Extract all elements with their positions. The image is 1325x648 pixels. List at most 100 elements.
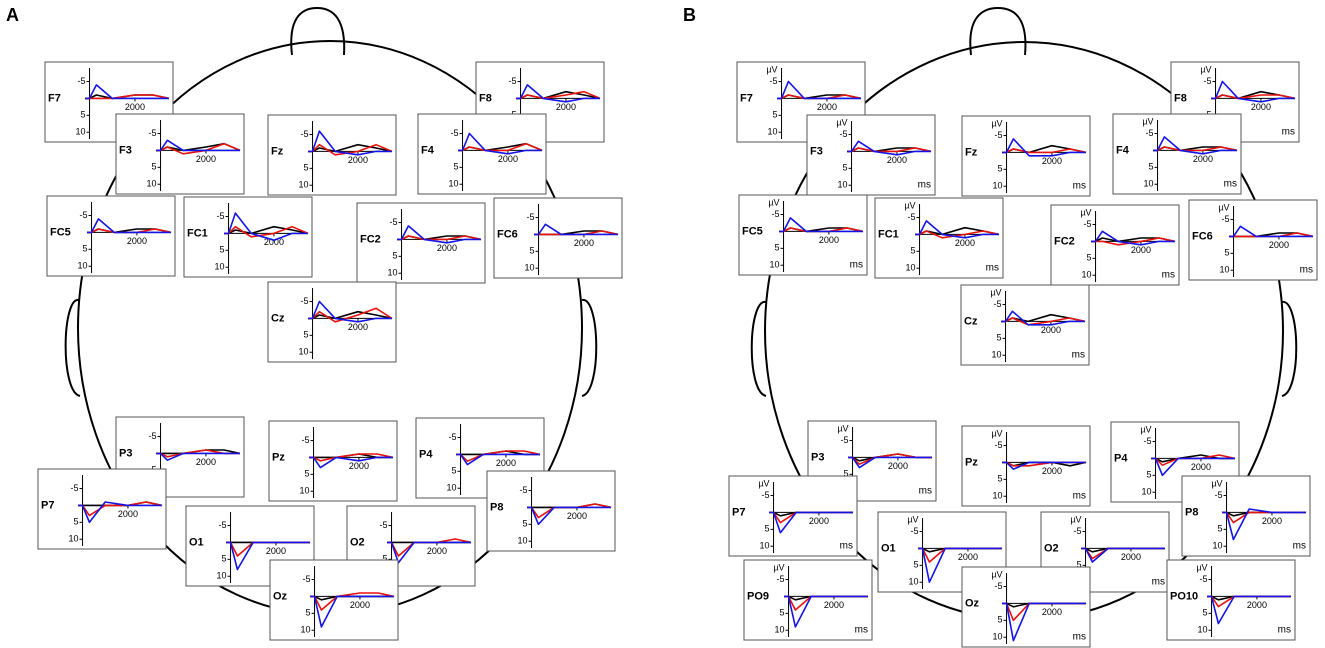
y-tick-label: -5 bbox=[1215, 490, 1223, 500]
y-tick-label: 10 bbox=[993, 181, 1003, 191]
plot-frame bbox=[267, 281, 397, 363]
x-tick-label: 2000 bbox=[887, 155, 907, 165]
x-tick-label: 2000 bbox=[809, 516, 829, 526]
y-axis-label: µV bbox=[1218, 202, 1229, 212]
y-tick-label: -5 bbox=[149, 128, 157, 138]
x-axis-label: ms bbox=[1300, 265, 1313, 276]
erp-plot: -5 5 10 2000 Cz bbox=[267, 281, 397, 363]
x-tick-label: 2000 bbox=[348, 322, 368, 332]
y-tick-label: 10 bbox=[69, 534, 79, 544]
nose bbox=[290, 6, 346, 56]
y-tick-label: 5 bbox=[523, 519, 528, 529]
y-axis-label: µV bbox=[1211, 478, 1222, 488]
electrode-label: Pz bbox=[965, 456, 978, 468]
y-tick-label: -5 bbox=[449, 432, 457, 442]
electrode-label: FC1 bbox=[187, 227, 208, 239]
y-tick-label: 5 bbox=[1087, 253, 1092, 263]
y-tick-label: 10 bbox=[770, 260, 780, 270]
y-tick-label: 5 bbox=[81, 110, 86, 120]
electrode-label: F7 bbox=[740, 92, 753, 104]
erp-plot: -5 5 10 2000 Fz µV ms bbox=[961, 115, 1091, 197]
x-tick-label: 2000 bbox=[350, 600, 370, 610]
erp-plot: -5 5 10 2000 FC6 bbox=[493, 197, 623, 279]
y-tick-label: -5 bbox=[301, 296, 309, 306]
electrode-label: Cz bbox=[271, 312, 285, 324]
y-tick-label: 5 bbox=[1225, 248, 1230, 258]
y-tick-label: 5 bbox=[220, 245, 225, 255]
plot-frame bbox=[960, 284, 1090, 366]
x-tick-label: 2000 bbox=[567, 511, 587, 521]
x-axis-label: ms bbox=[1152, 577, 1165, 588]
y-tick-label: 10 bbox=[768, 127, 778, 137]
y-axis-label: µV bbox=[991, 569, 1002, 579]
y-tick-label: -5 bbox=[1084, 219, 1092, 229]
waveform bbox=[1222, 508, 1306, 541]
erp-plot: -5 5 10 2000 FC5 µV ms bbox=[738, 194, 868, 276]
y-tick-label: -5 bbox=[1222, 214, 1230, 224]
electrode-label: F3 bbox=[810, 145, 823, 157]
erp-plot: -5 5 10 2000 O1 bbox=[185, 505, 315, 587]
y-tick-label: -5 bbox=[302, 435, 310, 445]
y-tick-label: 5 bbox=[998, 615, 1003, 625]
electrode-label: PO9 bbox=[747, 590, 769, 602]
x-tick-label: 2000 bbox=[1262, 516, 1282, 526]
x-tick-label: 2000 bbox=[125, 102, 145, 112]
electrode-label: Cz bbox=[964, 315, 978, 327]
electrode-label: P4 bbox=[1114, 452, 1128, 464]
y-tick-label: -5 bbox=[219, 520, 227, 530]
erp-plot: -5 5 10 2000 P8 µV ms bbox=[1181, 475, 1311, 557]
y-tick-label: 5 bbox=[304, 163, 309, 173]
x-tick-label: 2000 bbox=[1041, 325, 1061, 335]
erp-plot: -5 5 10 2000 P7 bbox=[37, 468, 167, 550]
erp-plot: -5 5 10 2000 P8 bbox=[486, 470, 616, 552]
y-tick-label: 10 bbox=[215, 262, 225, 272]
y-tick-label: 5 bbox=[1149, 162, 1154, 172]
erp-plot: -5 5 10 2000 Oz µV ms bbox=[961, 566, 1091, 648]
y-tick-label: 5 bbox=[383, 554, 388, 564]
y-tick-label: 10 bbox=[993, 632, 1003, 642]
y-axis-label: µV bbox=[990, 287, 1001, 297]
y-tick-label: 10 bbox=[1220, 265, 1230, 275]
erp-plot: -5 5 10 2000 Oz bbox=[269, 559, 399, 641]
waveform bbox=[1091, 230, 1175, 246]
waveform bbox=[527, 506, 611, 526]
x-tick-label: 2000 bbox=[127, 236, 147, 246]
electrode-label: Pz bbox=[272, 451, 285, 463]
y-tick-label: 10 bbox=[1082, 270, 1092, 280]
y-tick-label: -5 bbox=[995, 440, 1003, 450]
y-axis-label: µV bbox=[991, 428, 1002, 438]
x-axis-label: ms bbox=[919, 486, 932, 497]
erp-plot: -5 5 10 2000 PO9 µV ms bbox=[743, 559, 873, 641]
y-tick-label: -5 bbox=[71, 483, 79, 493]
y-tick-label: 5 bbox=[775, 243, 780, 253]
waveform bbox=[769, 511, 853, 534]
y-axis-label: µV bbox=[1070, 514, 1081, 524]
x-tick-label: 2000 bbox=[118, 509, 138, 519]
plot-frame bbox=[1050, 204, 1180, 286]
y-tick-label: 5 bbox=[998, 164, 1003, 174]
waveform bbox=[1211, 80, 1295, 103]
y-axis-label: µV bbox=[837, 423, 848, 433]
x-axis-label: ms bbox=[855, 625, 868, 636]
waveform bbox=[226, 541, 310, 571]
electrode-label: P8 bbox=[1185, 506, 1198, 518]
y-axis-label: µV bbox=[836, 117, 847, 127]
waveform bbox=[156, 139, 240, 152]
erp-plot: -5 5 10 2000 Fz bbox=[267, 114, 397, 196]
plot-frame bbox=[738, 194, 868, 276]
y-tick-label: -5 bbox=[770, 76, 778, 86]
waveform bbox=[1207, 595, 1291, 625]
x-tick-label: 2000 bbox=[955, 238, 975, 248]
electrode-label: FC5 bbox=[50, 226, 71, 238]
x-tick-label: 2000 bbox=[427, 546, 447, 556]
erp-plot: -5 5 10 2000 FC1 bbox=[183, 196, 313, 278]
x-tick-label: 2000 bbox=[958, 552, 978, 562]
nose bbox=[969, 6, 1027, 56]
erp-plot: -5 5 10 2000 Pz µV ms bbox=[961, 425, 1091, 507]
x-axis-label: ms bbox=[1278, 625, 1291, 636]
waveform bbox=[1002, 461, 1086, 470]
y-tick-label: -5 bbox=[380, 520, 388, 530]
y-tick-label: 10 bbox=[76, 127, 86, 137]
erp-plot: -5 5 10 2000 F3 µV ms bbox=[806, 114, 936, 196]
